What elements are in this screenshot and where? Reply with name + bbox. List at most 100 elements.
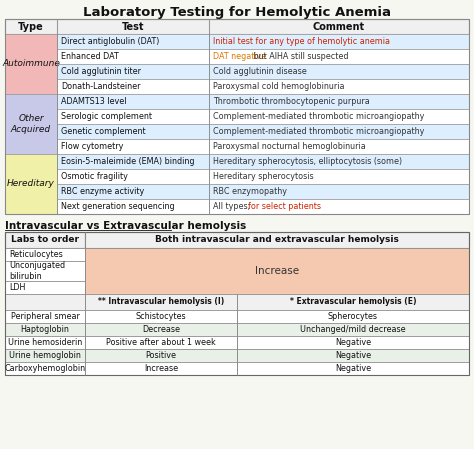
Bar: [5, 281, 85, 294]
Bar: [5, 248, 85, 261]
Text: Hereditary spherocytosis: Hereditary spherocytosis: [213, 172, 314, 181]
Text: Haptoglobin: Haptoglobin: [20, 325, 69, 334]
Bar: [57, 94, 209, 109]
Bar: [237, 336, 469, 349]
Bar: [209, 139, 469, 154]
Text: ** Intravascular hemolysis (I): ** Intravascular hemolysis (I): [98, 298, 224, 307]
Bar: [209, 154, 469, 169]
Text: LDH: LDH: [9, 283, 26, 292]
Bar: [57, 49, 209, 64]
Text: Osmotic fragility: Osmotic fragility: [61, 172, 128, 181]
Bar: [5, 94, 57, 154]
Text: Paroxysmal nocturnal hemoglobinuria: Paroxysmal nocturnal hemoglobinuria: [213, 142, 366, 151]
Bar: [237, 349, 469, 362]
Text: * Extravascular hemolysis (E): * Extravascular hemolysis (E): [290, 298, 416, 307]
Text: RBC enzyme activity: RBC enzyme activity: [61, 187, 144, 196]
Text: Laboratory Testing for Hemolytic Anemia: Laboratory Testing for Hemolytic Anemia: [83, 6, 391, 19]
Text: Hereditary spherocytosis, elliptocytosis (some): Hereditary spherocytosis, elliptocytosis…: [213, 157, 402, 166]
Bar: [57, 124, 209, 139]
Bar: [5, 232, 85, 248]
Text: Reticulocytes: Reticulocytes: [9, 250, 63, 259]
Bar: [5, 232, 469, 375]
Text: Test: Test: [122, 22, 144, 31]
Bar: [209, 34, 469, 49]
Text: Type: Type: [18, 22, 44, 31]
Text: Negative: Negative: [335, 351, 371, 360]
Text: Complement-mediated thrombotic microangiopathy: Complement-mediated thrombotic microangi…: [213, 112, 424, 121]
Bar: [85, 336, 237, 349]
Text: Genetic complement: Genetic complement: [61, 127, 146, 136]
Text: Direct antiglobulin (DAT): Direct antiglobulin (DAT): [61, 37, 159, 46]
Text: Serologic complement: Serologic complement: [61, 112, 152, 121]
Bar: [209, 94, 469, 109]
Bar: [237, 323, 469, 336]
Text: Both intravascular and extravascular hemolysis: Both intravascular and extravascular hem…: [155, 235, 399, 245]
Text: Urine hemosiderin: Urine hemosiderin: [8, 338, 82, 347]
Text: Other
Acquired: Other Acquired: [11, 114, 51, 134]
Text: Unchanged/mild decrease: Unchanged/mild decrease: [300, 325, 406, 334]
Bar: [209, 109, 469, 124]
Bar: [209, 49, 469, 64]
Text: ADAMTS13 level: ADAMTS13 level: [61, 97, 127, 106]
Text: Peripheral smear: Peripheral smear: [10, 312, 80, 321]
Bar: [5, 154, 57, 214]
Bar: [57, 139, 209, 154]
Bar: [85, 232, 469, 248]
Bar: [5, 34, 57, 94]
Bar: [5, 261, 85, 281]
Bar: [57, 199, 209, 214]
Text: Thrombotic thrombocytopenic purpura: Thrombotic thrombocytopenic purpura: [213, 97, 370, 106]
Text: Comment: Comment: [313, 22, 365, 31]
Bar: [57, 184, 209, 199]
Text: Negative: Negative: [335, 364, 371, 373]
Text: Complement-mediated thrombotic microangiopathy: Complement-mediated thrombotic microangi…: [213, 127, 424, 136]
Text: Increase: Increase: [255, 266, 299, 276]
Bar: [85, 323, 237, 336]
Bar: [85, 362, 237, 375]
Text: Intravascular vs Extravascular hemolysis: Intravascular vs Extravascular hemolysis: [5, 221, 246, 231]
Bar: [5, 336, 85, 349]
Bar: [237, 310, 469, 323]
Text: Paroxysmal cold hemoglobinuria: Paroxysmal cold hemoglobinuria: [213, 82, 345, 91]
Bar: [57, 34, 209, 49]
Bar: [209, 64, 469, 79]
Bar: [57, 109, 209, 124]
Bar: [5, 19, 469, 214]
Text: Flow cytometry: Flow cytometry: [61, 142, 123, 151]
Bar: [57, 154, 209, 169]
Text: All types;: All types;: [213, 202, 253, 211]
Text: Urine hemoglobin: Urine hemoglobin: [9, 351, 81, 360]
Bar: [85, 310, 237, 323]
Bar: [5, 323, 85, 336]
Text: for select patients: for select patients: [248, 202, 321, 211]
Text: Eosin-5-maleimide (EMA) binding: Eosin-5-maleimide (EMA) binding: [61, 157, 194, 166]
Bar: [209, 184, 469, 199]
Bar: [5, 310, 85, 323]
Text: Unconjugated
bilirubin: Unconjugated bilirubin: [9, 261, 65, 281]
Bar: [209, 79, 469, 94]
Text: DAT negative: DAT negative: [213, 52, 266, 61]
Text: RBC enzymopathy: RBC enzymopathy: [213, 187, 287, 196]
Text: Decrease: Decrease: [142, 325, 180, 334]
Text: Increase: Increase: [144, 364, 178, 373]
Text: Cold agglutinin titer: Cold agglutinin titer: [61, 67, 141, 76]
Bar: [57, 169, 209, 184]
Bar: [5, 294, 85, 310]
Text: Autoimmune: Autoimmune: [2, 60, 60, 69]
Text: Next generation sequencing: Next generation sequencing: [61, 202, 174, 211]
Bar: [237, 362, 469, 375]
Bar: [5, 19, 469, 34]
Bar: [57, 64, 209, 79]
Text: Hereditary: Hereditary: [7, 180, 55, 189]
Bar: [5, 362, 85, 375]
Bar: [57, 79, 209, 94]
Bar: [5, 349, 85, 362]
Text: but AIHA still suspected: but AIHA still suspected: [251, 52, 349, 61]
Bar: [237, 294, 469, 310]
Bar: [209, 124, 469, 139]
Text: Cold agglutinin disease: Cold agglutinin disease: [213, 67, 307, 76]
Text: Initial test for any type of hemolytic anemia: Initial test for any type of hemolytic a…: [213, 37, 390, 46]
Text: Donath-Landsteiner: Donath-Landsteiner: [61, 82, 140, 91]
Text: Positive: Positive: [146, 351, 176, 360]
Text: Schistocytes: Schistocytes: [136, 312, 186, 321]
